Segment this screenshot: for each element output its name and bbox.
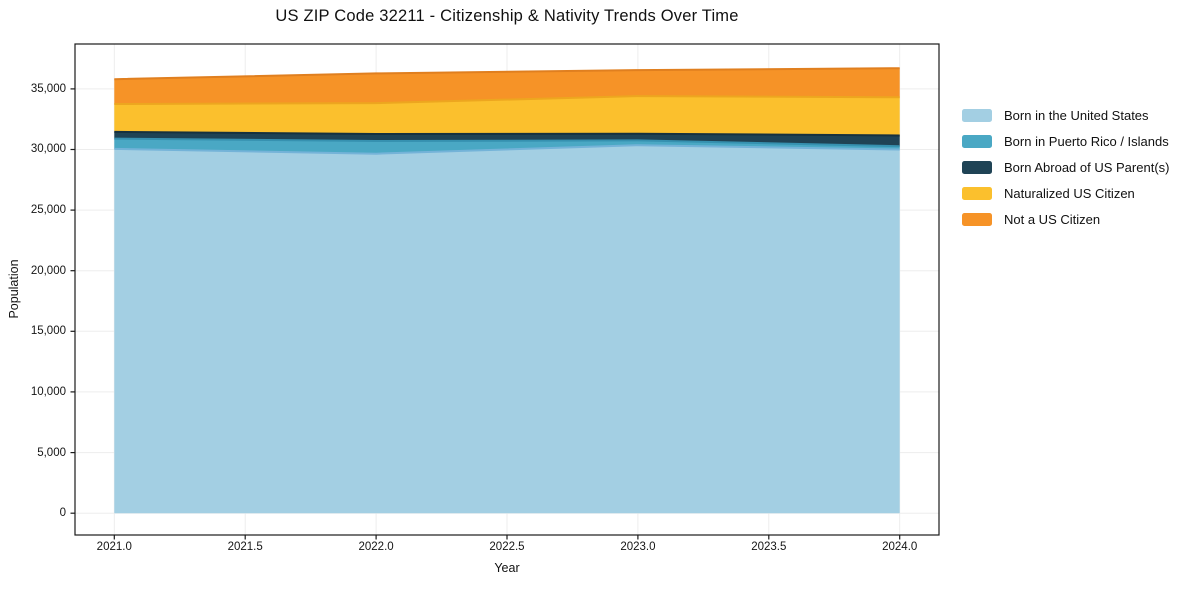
x-tick-label: 2023.5 — [751, 541, 787, 553]
y-tick-label: 10,000 — [30, 385, 66, 398]
legend-item: Born in the United States — [962, 102, 1169, 128]
x-tick-label: 2022.0 — [358, 541, 394, 553]
legend-swatch — [962, 186, 992, 200]
legend-item: Born in Puerto Rico / Islands — [962, 128, 1169, 154]
y-tick-label: 25,000 — [30, 204, 66, 217]
chart-title: US ZIP Code 32211 - Citizenship & Nativi… — [275, 7, 739, 25]
legend-label: Not a US Citizen — [1004, 211, 1101, 227]
y-tick-label: 0 — [59, 507, 66, 520]
y-tick-label: 20,000 — [30, 264, 66, 277]
x-tick-label: 2024.0 — [882, 541, 918, 553]
x-tick-label: 2023.0 — [620, 541, 656, 553]
legend-swatch — [962, 212, 992, 226]
legend-label: Born in the United States — [1004, 107, 1149, 123]
legend-label: Naturalized US Citizen — [1004, 185, 1135, 201]
legend-swatch — [962, 108, 992, 122]
y-tick-label: 15,000 — [30, 325, 66, 338]
y-tick-label: 30,000 — [30, 143, 66, 156]
legend-swatch — [962, 134, 992, 148]
legend-item: Naturalized US Citizen — [962, 180, 1169, 206]
x-axis-label: Year — [494, 561, 520, 575]
y-tick-label: 35,000 — [30, 82, 66, 95]
x-tick-label: 2022.5 — [489, 541, 525, 553]
legend-item: Born Abroad of US Parent(s) — [962, 154, 1169, 180]
x-tick-label: 2021.0 — [96, 541, 132, 553]
legend-item: Not a US Citizen — [962, 206, 1169, 232]
y-tick-label: 5,000 — [37, 446, 66, 459]
x-tick-label: 2021.5 — [227, 541, 263, 553]
legend: Born in the United States Born in Puerto … — [962, 102, 1169, 232]
legend-swatch — [962, 160, 992, 174]
legend-label: Born in Puerto Rico / Islands — [1004, 133, 1169, 149]
legend-label: Born Abroad of US Parent(s) — [1004, 159, 1170, 175]
y-axis-label: Population — [7, 259, 21, 319]
